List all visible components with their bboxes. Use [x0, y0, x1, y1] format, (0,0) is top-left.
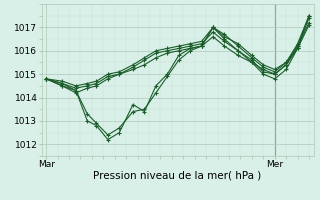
- X-axis label: Pression niveau de la mer( hPa ): Pression niveau de la mer( hPa ): [93, 171, 262, 181]
